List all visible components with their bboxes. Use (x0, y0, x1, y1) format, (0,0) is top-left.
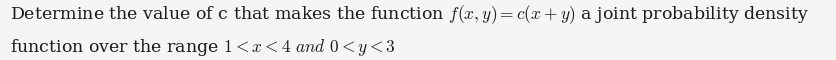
Text: Determine the value of c that makes the function $f(x, y) = c(x + y)$ a joint pr: Determine the value of c that makes the … (10, 4, 808, 26)
Text: function over the range $1 < x < 4$ $\mathit{and}$ $0 < y < 3$: function over the range $1 < x < 4$ $\ma… (10, 38, 395, 58)
